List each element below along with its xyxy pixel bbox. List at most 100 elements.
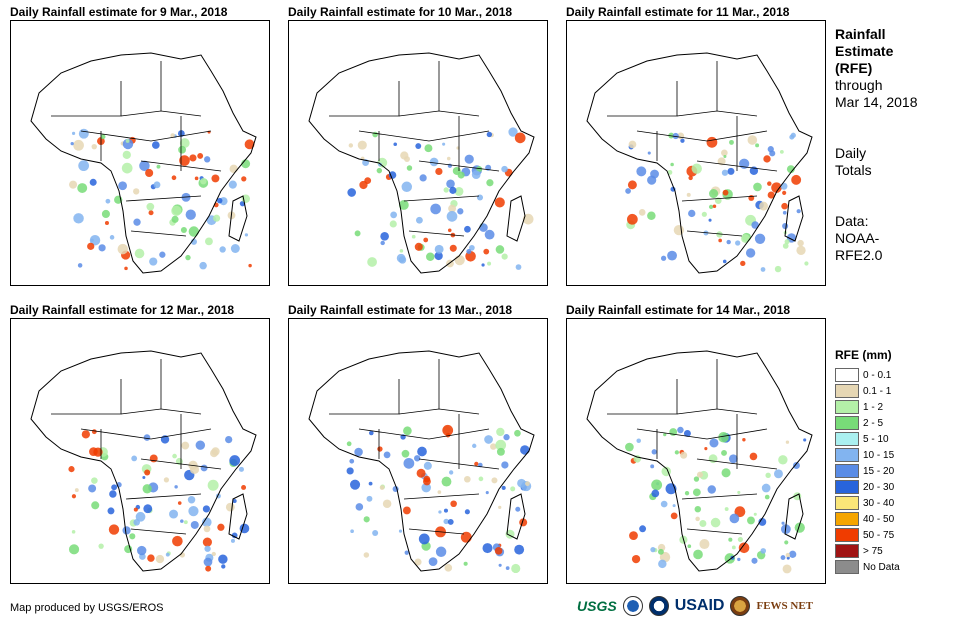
rainfall-cell bbox=[667, 169, 673, 175]
legend-item: 0.1 - 1 bbox=[835, 383, 900, 399]
rainfall-cell bbox=[101, 209, 110, 219]
rainfall-cell bbox=[710, 517, 721, 528]
rainfall-cell bbox=[202, 505, 211, 513]
legend-swatch bbox=[835, 464, 859, 478]
rainfall-cell bbox=[377, 446, 383, 452]
rainfall-cell bbox=[382, 499, 392, 508]
rainfall-cell bbox=[636, 166, 647, 177]
country-border bbox=[120, 110, 202, 117]
rainfall-cell bbox=[721, 450, 727, 456]
rainfall-cell bbox=[190, 520, 199, 529]
rainfall-cell bbox=[490, 443, 497, 450]
rainfall-cell bbox=[674, 450, 679, 455]
country-border bbox=[676, 408, 758, 415]
rainfall-cell bbox=[197, 152, 204, 159]
rainfall-cell bbox=[484, 435, 493, 444]
rainfall-cell bbox=[693, 476, 700, 482]
rainfall-cell bbox=[626, 213, 638, 225]
rainfall-cell bbox=[472, 443, 477, 449]
rainfall-cell bbox=[366, 495, 373, 502]
totals-label: Totals bbox=[835, 162, 872, 178]
rainfall-cell bbox=[485, 491, 489, 495]
rainfall-cell bbox=[718, 432, 729, 443]
rainfall-cell bbox=[153, 181, 161, 189]
legend-label: 5 - 10 bbox=[863, 433, 889, 445]
rainfall-cell bbox=[457, 171, 465, 179]
rainfall-cell bbox=[769, 150, 776, 157]
rainfall-map bbox=[288, 20, 548, 286]
rainfall-cell bbox=[180, 519, 184, 523]
rainfall-cell bbox=[786, 165, 795, 174]
rainfall-cell bbox=[471, 170, 481, 180]
rainfall-cell bbox=[469, 244, 475, 251]
rainfall-cell bbox=[367, 257, 377, 267]
legend-item: No Data bbox=[835, 559, 900, 575]
rainfall-cell bbox=[376, 167, 383, 174]
country-border bbox=[51, 81, 122, 117]
rainfall-cell bbox=[133, 188, 140, 195]
rainfall-cell bbox=[207, 479, 219, 491]
rainfall-cell bbox=[423, 475, 431, 483]
rainfall-cell bbox=[218, 554, 228, 564]
rainfall-cell bbox=[419, 174, 427, 182]
rainfall-cell bbox=[486, 131, 493, 138]
rainfall-cell bbox=[219, 246, 226, 253]
rainfall-cell bbox=[230, 244, 240, 253]
rainfall-cell bbox=[185, 254, 191, 261]
rainfall-cell bbox=[125, 139, 130, 143]
rainfall-cell bbox=[159, 251, 166, 258]
legend-swatch bbox=[835, 512, 859, 526]
legend-label: 15 - 20 bbox=[863, 465, 895, 477]
rainfall-cell bbox=[735, 240, 741, 246]
rainfall-cell bbox=[181, 441, 190, 450]
rainfall-cell bbox=[147, 554, 155, 562]
rainfall-cell bbox=[525, 481, 530, 487]
rainfall-cell bbox=[450, 500, 457, 508]
rainfall-cell bbox=[91, 429, 97, 435]
rainfall-cell bbox=[411, 234, 416, 239]
rainfall-cell bbox=[200, 177, 207, 185]
country-border bbox=[408, 230, 465, 237]
rainfall-cell bbox=[146, 202, 155, 211]
fews-net-logo: FEWS NET bbox=[756, 600, 814, 612]
rainfall-cell bbox=[105, 198, 111, 204]
rainfall-cell bbox=[402, 506, 411, 515]
rainfall-cell bbox=[728, 454, 738, 464]
map-credit: Map produced by USGS/EROS bbox=[10, 602, 164, 614]
rainfall-cell bbox=[89, 234, 101, 246]
rainfall-cell bbox=[171, 175, 177, 181]
rainfall-cell bbox=[515, 264, 522, 270]
legend-swatch bbox=[835, 400, 859, 414]
rfe-legend: RFE (mm) 0 - 0.1 0.1 - 1 1 - 2 2 - 5 5 - 10 1… bbox=[835, 348, 900, 575]
map-panel-title: Daily Rainfall estimate for 10 Mar., 201… bbox=[288, 5, 513, 19]
legend-item: 20 - 30 bbox=[835, 479, 900, 495]
rainfall-cell bbox=[442, 424, 454, 436]
rainfall-cell bbox=[771, 182, 782, 193]
rainfall-cell bbox=[448, 204, 457, 213]
rainfall-cell bbox=[773, 469, 783, 479]
rainfall-cell bbox=[498, 505, 502, 509]
rainfall-cell bbox=[476, 194, 484, 201]
rainfall-cell bbox=[774, 265, 782, 273]
rainfall-cell bbox=[87, 242, 95, 250]
daily-label: Daily bbox=[835, 145, 867, 161]
rainfall-cell bbox=[741, 234, 750, 243]
rainfall-cell bbox=[143, 504, 153, 514]
rainfall-cell bbox=[449, 244, 457, 252]
rainfall-cell bbox=[691, 163, 702, 174]
rainfall-cell bbox=[501, 165, 508, 173]
legend-title: RFE (mm) bbox=[835, 348, 892, 362]
rainfall-cell bbox=[238, 466, 245, 472]
rainfall-cell bbox=[482, 543, 493, 554]
rainfall-cell bbox=[447, 518, 454, 525]
rainfall-cell bbox=[686, 192, 691, 197]
data-source-line2: RFE2.0 bbox=[835, 247, 883, 263]
rainfall-cell bbox=[751, 557, 758, 564]
rainfall-cell bbox=[780, 182, 788, 190]
rainfall-cell bbox=[398, 529, 403, 533]
rainfall-cell bbox=[503, 434, 510, 441]
rainfall-cell bbox=[782, 222, 789, 230]
rainfall-cell bbox=[203, 525, 211, 533]
rainfall-cell bbox=[712, 204, 717, 208]
rainfall-cell bbox=[134, 248, 145, 259]
